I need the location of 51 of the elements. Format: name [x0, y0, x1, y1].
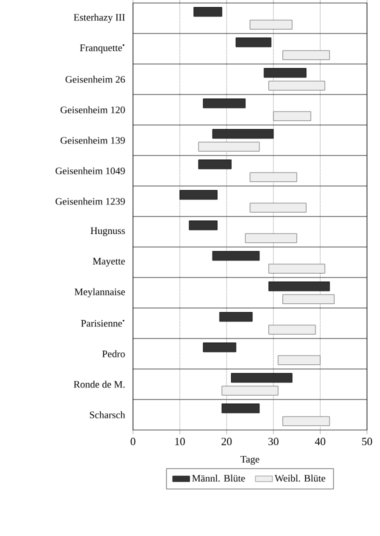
y-tick-label: Esterhazy III — [74, 14, 125, 23]
x-tick-label: 50 — [362, 438, 372, 446]
bar — [231, 373, 292, 383]
bar — [268, 80, 326, 90]
bar — [198, 142, 260, 152]
y-tick-label: Ronde de M. — [74, 380, 125, 388]
y-tick-label: Geisenheim 1049 — [56, 167, 125, 174]
bar — [222, 386, 278, 396]
x-tick-label: 0 — [130, 438, 136, 446]
x-tick-label: 30 — [268, 438, 278, 446]
bar — [212, 129, 274, 139]
bar — [188, 220, 218, 230]
y-tick-label: Hugnuss — [90, 227, 125, 236]
bar — [268, 282, 330, 292]
bar — [250, 202, 306, 212]
bar — [212, 251, 260, 261]
bar — [278, 355, 320, 365]
bar — [202, 342, 236, 352]
bar — [250, 20, 292, 30]
y-tick-label: Parisienne$^{•}$ — [81, 320, 124, 327]
bar — [282, 416, 330, 426]
bar — [268, 324, 316, 334]
legend-label: Männl. Blüte — [192, 474, 245, 482]
y-tick-label: Scharsch — [90, 411, 126, 418]
x-tick-label: 10 — [175, 438, 185, 446]
x-axis-title: Tage — [240, 456, 260, 465]
bar — [268, 264, 326, 274]
legend-label: Weibl. Blüte — [274, 474, 326, 482]
bar — [198, 160, 232, 170]
y-tick-label: Franquette$^{•}$ — [80, 44, 124, 54]
bar — [180, 190, 218, 200]
x-tick-label: 20 — [222, 438, 232, 446]
bar — [282, 294, 334, 304]
x-tick-label: 40 — [314, 438, 326, 446]
bar — [264, 68, 306, 78]
bar — [202, 98, 246, 108]
y-tick-label: Geisenheim 139 — [60, 136, 125, 144]
bar — [282, 50, 330, 60]
bar — [273, 111, 312, 121]
y-tick-label: Mayette — [92, 258, 125, 267]
bar — [236, 38, 272, 48]
y-tick-label: Geisenheim 120 — [60, 106, 125, 114]
bar — [222, 404, 260, 414]
bar — [245, 233, 298, 243]
bar — [219, 312, 253, 322]
y-tick-label: Pedro — [102, 350, 125, 358]
y-tick-label: Geisenheim 26 — [66, 76, 125, 83]
y-tick-label: Geisenheim 1239 — [56, 198, 125, 205]
bar — [250, 172, 298, 182]
bar — [194, 7, 222, 17]
y-tick-label: Meylannaise — [74, 288, 125, 298]
